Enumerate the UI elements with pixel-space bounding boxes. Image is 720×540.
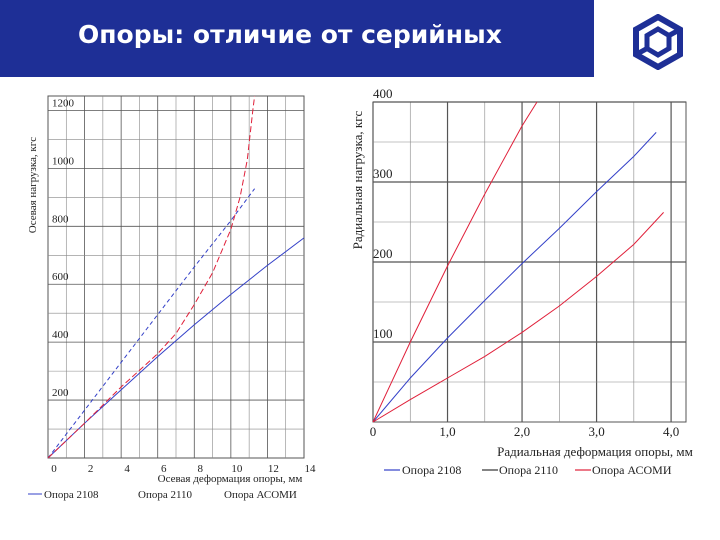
right-x-tick-label: 3,0 bbox=[588, 424, 604, 439]
left-x-tick-label: 12 bbox=[268, 463, 279, 475]
right-x-tick-label: 0 bbox=[370, 424, 377, 439]
left-y-tick-label: 1000 bbox=[52, 155, 75, 167]
left-legend: Опора 2108 Опора 2110 Опора АСОМИ bbox=[28, 489, 297, 501]
right-legend-item: Опора 2110 bbox=[499, 463, 558, 477]
left-y-tick-label: 1200 bbox=[52, 97, 75, 109]
right-y-tick-label: 300 bbox=[373, 166, 393, 181]
right-y-tick-label: 200 bbox=[373, 246, 393, 261]
right-chart-grid bbox=[372, 101, 687, 423]
left-legend-item: Опора 2110 bbox=[138, 489, 193, 501]
left-y-axis-label: Осевая нагрузка, кгс bbox=[27, 137, 39, 233]
page-title: Опоры: отличие от серийных bbox=[78, 20, 502, 49]
left-x-tick-label: 14 bbox=[305, 463, 317, 475]
right-legend: Опора 2108 Опора 2110 Опора АСОМИ bbox=[384, 463, 672, 477]
left-y-tick-label: 600 bbox=[52, 271, 69, 283]
right-series-line-3 bbox=[372, 212, 664, 423]
left-x-tick-label: 6 bbox=[161, 463, 167, 475]
right-x-axis-label: Радиальная деформация опоры, мм bbox=[497, 444, 693, 459]
header-bar: Опоры: отличие от серийных bbox=[0, 0, 594, 77]
left-x-tick-label: 8 bbox=[198, 463, 204, 475]
right-y-tick-label: 400 bbox=[373, 86, 393, 101]
left-series-line-3 bbox=[47, 95, 256, 459]
left-chart-tick-labels: 0 2 4 6 8 10 12 14 200 400 600 800 1000 1200 bbox=[51, 97, 316, 475]
right-x-tick-label: 1,0 bbox=[439, 424, 455, 439]
right-legend-item: Опора АСОМИ bbox=[592, 463, 672, 477]
right-series-line-1 bbox=[372, 132, 657, 423]
left-chart-grid bbox=[47, 95, 305, 459]
left-x-tick-label: 10 bbox=[231, 463, 243, 475]
left-y-tick-label: 400 bbox=[52, 329, 69, 341]
right-x-tick-label: 4,0 bbox=[663, 424, 679, 439]
left-y-tick-label: 200 bbox=[52, 387, 69, 399]
right-y-tick-label: 100 bbox=[373, 326, 393, 341]
left-x-tick-label: 2 bbox=[88, 463, 94, 475]
right-chart-tick-labels: 0 1,0 2,0 3,0 4,0 100 200 300 400 bbox=[370, 86, 679, 439]
right-y-axis-label: Радиальная нагрузка, кгс bbox=[350, 110, 365, 249]
left-x-tick-label: 4 bbox=[124, 463, 130, 475]
left-x-tick-label: 0 bbox=[51, 463, 57, 475]
left-legend-item: Опора 2108 bbox=[44, 489, 99, 501]
left-y-tick-label: 800 bbox=[52, 213, 69, 225]
right-series-line-2 bbox=[372, 101, 538, 423]
left-x-axis-label: Осевая деформация опоры, мм bbox=[158, 473, 303, 485]
left-chart-series bbox=[47, 95, 305, 459]
right-x-tick-label: 2,0 bbox=[514, 424, 530, 439]
right-chart-series bbox=[372, 101, 664, 423]
hexagon-emblem-icon bbox=[633, 14, 683, 70]
right-legend-item: Опора 2108 bbox=[402, 463, 461, 477]
left-legend-item: Опора АСОМИ bbox=[224, 489, 297, 501]
